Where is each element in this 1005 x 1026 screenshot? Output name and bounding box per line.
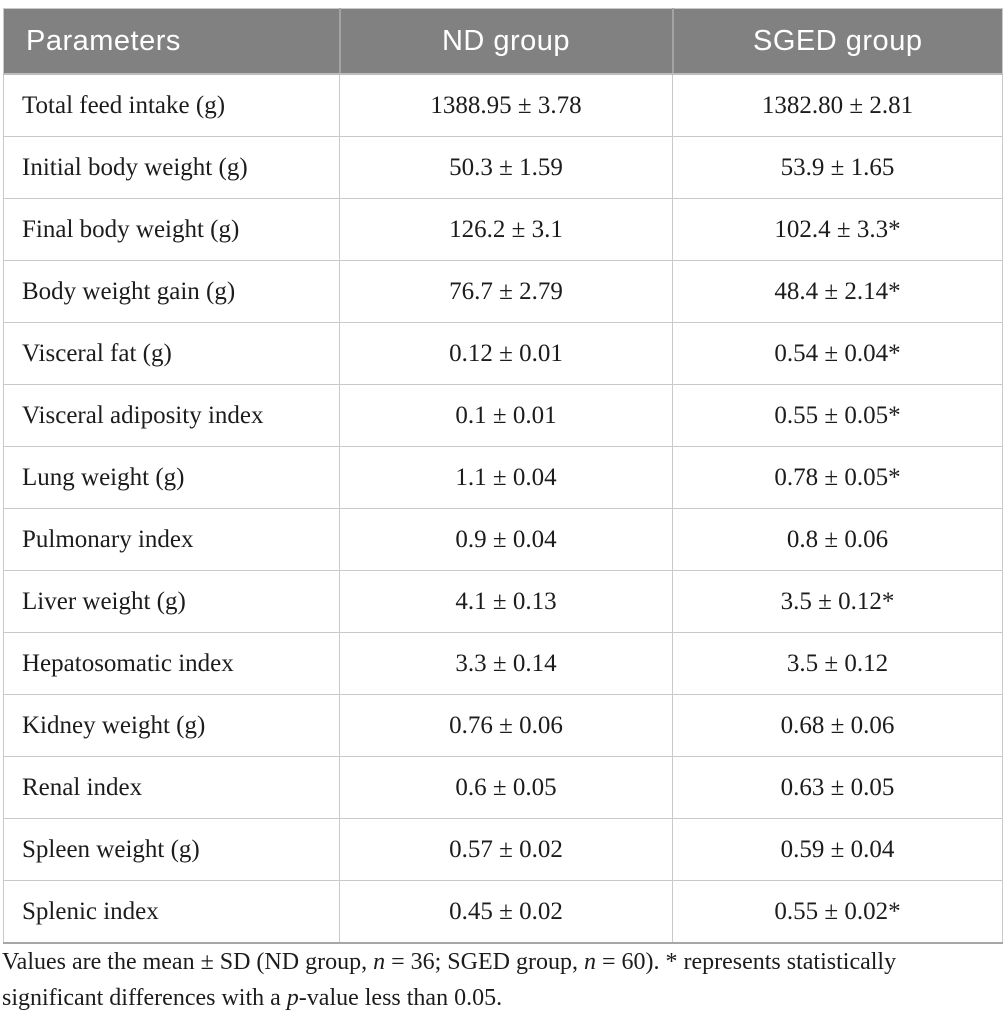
sged-group-value-cell: 3.5 ± 0.12* <box>672 570 1003 633</box>
nd-group-value-cell: 50.3 ± 1.59 <box>339 136 673 199</box>
parameter-cell: Final body weight (g) <box>3 198 340 261</box>
sged-group-value-cell: 0.63 ± 0.05 <box>672 756 1003 819</box>
nd-group-value-cell: 1388.95 ± 3.78 <box>339 73 673 137</box>
nd-group-value-cell: 0.12 ± 0.01 <box>339 322 673 385</box>
table-row: Visceral fat (g) 0.12 ± 0.01 0.54 ± 0.04* <box>3 322 1003 385</box>
column-header-parameters: Parameters <box>3 8 340 75</box>
parameter-cell: Initial body weight (g) <box>3 136 340 199</box>
nd-group-value-cell: 76.7 ± 2.79 <box>339 260 673 323</box>
footnote-segment: = 60). * represents statistically signif… <box>2 949 897 1011</box>
table-header: Parameters ND group SGED group <box>3 8 1003 75</box>
nd-group-value-cell: 1.1 ± 0.04 <box>339 446 673 509</box>
sged-group-value-cell: 53.9 ± 1.65 <box>672 136 1003 199</box>
sged-group-value-cell: 3.5 ± 0.12 <box>672 632 1003 695</box>
parameters-table: Parameters ND group SGED group Total fee… <box>3 8 1003 944</box>
footnote-segment: Values are the mean ± SD (ND group, <box>2 949 374 975</box>
sged-group-value-cell: 0.78 ± 0.05* <box>672 446 1003 509</box>
table-row: Total feed intake (g) 1388.95 ± 3.78 1382.… <box>3 73 1003 137</box>
footnote-italic-segment: n <box>583 949 596 975</box>
nd-group-value-cell: 4.1 ± 0.13 <box>339 570 673 633</box>
column-header-sged-group: SGED group <box>671 8 1003 75</box>
sged-group-value-cell: 48.4 ± 2.14* <box>672 260 1003 323</box>
footnote-text: Values are the mean ± SD (ND group, n = … <box>2 949 896 1011</box>
footnote-segment: = 36; SGED group, <box>385 949 584 975</box>
parameter-cell: Liver weight (g) <box>3 570 340 633</box>
sged-group-value-cell: 0.68 ± 0.06 <box>672 694 1003 757</box>
parameter-cell: Spleen weight (g) <box>3 818 340 881</box>
nd-group-value-cell: 0.9 ± 0.04 <box>339 508 673 571</box>
table-row: Lung weight (g) 1.1 ± 0.04 0.78 ± 0.05* <box>3 446 1003 509</box>
sged-group-value-cell: 102.4 ± 3.3* <box>672 198 1003 261</box>
footnote-italic-segment: p <box>286 985 299 1011</box>
table-row: Pulmonary index 0.9 ± 0.04 0.8 ± 0.06 <box>3 508 1003 571</box>
parameter-cell: Body weight gain (g) <box>3 260 340 323</box>
parameter-cell: Hepatosomatic index <box>3 632 340 695</box>
table-row: Renal index 0.6 ± 0.05 0.63 ± 0.05 <box>3 756 1003 819</box>
nd-group-value-cell: 0.45 ± 0.02 <box>339 880 673 944</box>
sged-group-value-cell: 0.54 ± 0.04* <box>672 322 1003 385</box>
footnote-segment: -value less than 0.05. <box>298 985 503 1011</box>
parameter-cell: Splenic index <box>3 880 340 944</box>
table-header-row: Parameters ND group SGED group <box>3 8 1003 75</box>
table-body: Total feed intake (g) 1388.95 ± 3.78 1382.… <box>3 73 1003 944</box>
column-header-nd-group: ND group <box>338 8 673 75</box>
footnote-italic-segment: n <box>373 949 386 975</box>
table-row: Liver weight (g) 4.1 ± 0.13 3.5 ± 0.12* <box>3 570 1003 633</box>
table-footnote: Values are the mean ± SD (ND group, n = … <box>2 944 1002 1016</box>
nd-group-value-cell: 126.2 ± 3.1 <box>339 198 673 261</box>
table-row: Splenic index 0.45 ± 0.02 0.55 ± 0.02* <box>3 880 1003 944</box>
parameter-cell: Visceral fat (g) <box>3 322 340 385</box>
parameter-cell: Kidney weight (g) <box>3 694 340 757</box>
parameters-table-container: Parameters ND group SGED group Total fee… <box>3 8 1003 944</box>
nd-group-value-cell: 0.57 ± 0.02 <box>339 818 673 881</box>
table-row: Final body weight (g) 126.2 ± 3.1 102.4 ± … <box>3 198 1003 261</box>
table-row: Hepatosomatic index 3.3 ± 0.14 3.5 ± 0.12 <box>3 632 1003 695</box>
parameter-cell: Lung weight (g) <box>3 446 340 509</box>
nd-group-value-cell: 0.6 ± 0.05 <box>339 756 673 819</box>
table-row: Visceral adiposity index 0.1 ± 0.01 0.55 ±… <box>3 384 1003 447</box>
nd-group-value-cell: 0.76 ± 0.06 <box>339 694 673 757</box>
sged-group-value-cell: 1382.80 ± 2.81 <box>672 73 1003 137</box>
sged-group-value-cell: 0.59 ± 0.04 <box>672 818 1003 881</box>
nd-group-value-cell: 0.1 ± 0.01 <box>339 384 673 447</box>
sged-group-value-cell: 0.55 ± 0.02* <box>672 880 1003 944</box>
table-row: Kidney weight (g) 0.76 ± 0.06 0.68 ± 0.06 <box>3 694 1003 757</box>
parameter-cell: Total feed intake (g) <box>3 73 340 137</box>
table-row: Body weight gain (g) 76.7 ± 2.79 48.4 ± 2.… <box>3 260 1003 323</box>
nd-group-value-cell: 3.3 ± 0.14 <box>339 632 673 695</box>
parameter-cell: Renal index <box>3 756 340 819</box>
sged-group-value-cell: 0.8 ± 0.06 <box>672 508 1003 571</box>
parameter-cell: Visceral adiposity index <box>3 384 340 447</box>
table-row: Spleen weight (g) 0.57 ± 0.02 0.59 ± 0.04 <box>3 818 1003 881</box>
sged-group-value-cell: 0.55 ± 0.05* <box>672 384 1003 447</box>
table-row: Initial body weight (g) 50.3 ± 1.59 53.9 ±… <box>3 136 1003 199</box>
parameter-cell: Pulmonary index <box>3 508 340 571</box>
